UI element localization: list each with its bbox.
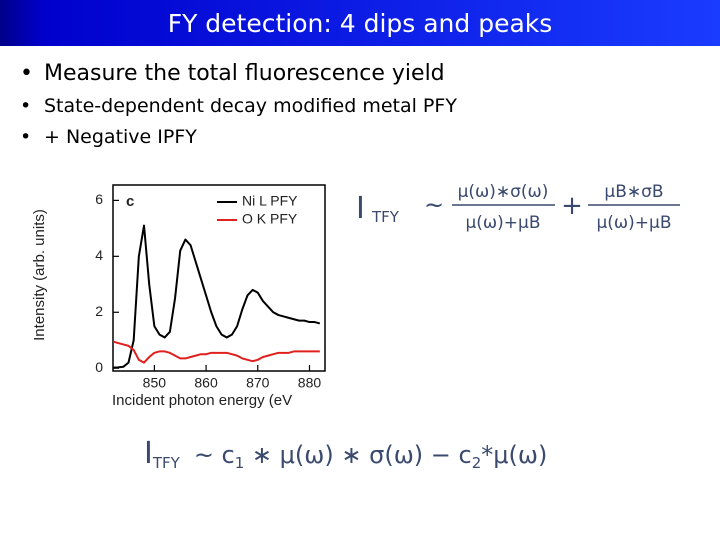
title-bar xyxy=(0,0,720,46)
series-line xyxy=(113,340,320,364)
x-tick-label: 860 xyxy=(194,375,218,391)
bullet: + Negative IPFY xyxy=(44,126,197,148)
y-tick-label: 4 xyxy=(95,247,103,263)
formula-relation: ~ xyxy=(424,191,444,219)
formula-text: ~ c xyxy=(194,441,235,469)
plot-area xyxy=(113,224,321,369)
chart: c Incident photon energy (eV Intensity (… xyxy=(31,184,326,409)
formula-subscript: 1 xyxy=(235,454,245,472)
formula-subscript: TFY xyxy=(152,454,181,472)
formula-numerator: μB∗σB xyxy=(604,182,663,202)
bullet: State-dependent decay modified metal PFY xyxy=(44,95,457,117)
x-axis-label: Incident photon energy (eV xyxy=(112,392,292,409)
formula-text: *μ(ω) xyxy=(481,441,547,469)
x-tick-label: 850 xyxy=(143,375,167,391)
formula-symbol: I xyxy=(356,191,365,226)
formula-operator: + xyxy=(561,191,583,221)
bullet-dot: • xyxy=(20,61,33,86)
x-tick-label: 870 xyxy=(246,375,270,391)
formula-text: ∗ μ(ω) ∗ σ(ω) − c xyxy=(244,441,471,469)
y-tick-label: 6 xyxy=(95,191,103,207)
slide-title: FY detection: 4 dips and peaks xyxy=(168,9,553,38)
legend-label: O K PFY xyxy=(242,211,298,227)
x-tick-label: 880 xyxy=(298,375,322,391)
bullet-dot: • xyxy=(20,126,31,148)
formula-denominator: μ(ω)+μB xyxy=(465,213,540,233)
y-tick-label: 2 xyxy=(95,303,103,319)
formula-numerator: μ(ω)∗σ(ω) xyxy=(458,182,549,202)
formula-subscript: 2 xyxy=(472,454,482,472)
formula: ITFY ~ c1 ∗ μ(ω) ∗ σ(ω) − c2*μ(ω) xyxy=(144,436,547,472)
y-axis-label: Intensity (arb. units) xyxy=(31,209,48,341)
legend-label: Ni L PFY xyxy=(242,193,298,209)
formula: I TFY ~ μ(ω)∗σ(ω) μ(ω)+μB + μB∗σB μ(ω)+μ… xyxy=(356,182,680,233)
formula-symbol: I xyxy=(144,436,153,471)
bullet-dot: • xyxy=(20,95,31,117)
series-line xyxy=(113,224,321,369)
bullet: Measure the total fluorescence yield xyxy=(44,61,445,86)
panel-label: c xyxy=(126,193,134,210)
y-tick-label: 0 xyxy=(95,359,103,375)
formula-subscript: TFY xyxy=(371,208,400,226)
formula-denominator: μ(ω)+μB xyxy=(596,213,671,233)
